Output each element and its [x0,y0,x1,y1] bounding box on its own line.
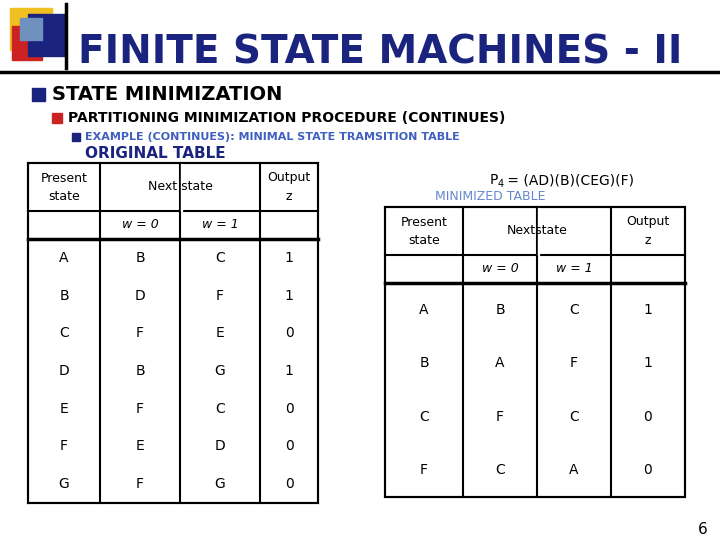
Text: C: C [215,251,225,265]
Text: D: D [135,288,145,302]
Text: 1: 1 [644,356,652,370]
Bar [28,163,318,503]
Text: 1: 1 [284,364,294,378]
Text: Output
z: Output z [626,215,670,246]
Text: Next state: Next state [148,180,212,193]
Text: 1: 1 [644,303,652,317]
Text: 0: 0 [644,463,652,477]
Text: B: B [419,356,429,370]
Text: G: G [215,477,225,491]
Text: F: F [60,440,68,454]
Text: 0: 0 [284,440,293,454]
Text: PARTITIONING MINIMIZATION PROCEDURE (CONTINUES): PARTITIONING MINIMIZATION PROCEDURE (CON… [68,111,505,125]
Text: = (AD)(B)(CEG)(F): = (AD)(B)(CEG)(F) [503,173,634,187]
Text: 1: 1 [284,288,294,302]
Text: F: F [136,402,144,416]
Text: B: B [59,288,69,302]
Text: F: F [136,477,144,491]
Text: B: B [135,251,145,265]
Text: G: G [215,364,225,378]
Bar [28,14,66,56]
Text: Output
z: Output z [267,172,310,202]
Bar [32,88,45,101]
Text: 4: 4 [498,179,504,189]
Text: 0: 0 [284,326,293,340]
Text: E: E [60,402,68,416]
Text: STATE MINIMIZATION: STATE MINIMIZATION [52,85,282,105]
Bar [72,133,80,141]
Bar [385,207,685,497]
Text: G: G [58,477,69,491]
Text: 6: 6 [698,523,708,537]
Text: 0: 0 [644,410,652,424]
Text: w = 1: w = 1 [556,262,593,275]
Text: MINIMIZED TABLE: MINIMIZED TABLE [435,190,545,202]
Text: Nextstate: Nextstate [507,225,567,238]
Text: EXAMPLE (CONTINUES): MINIMAL STATE TRAMSITION TABLE: EXAMPLE (CONTINUES): MINIMAL STATE TRAMS… [85,132,460,142]
Text: w = 0: w = 0 [122,219,158,232]
Text: C: C [495,463,505,477]
Text: E: E [215,326,225,340]
Text: A: A [570,463,579,477]
Text: w = 1: w = 1 [202,219,238,232]
Text: C: C [419,410,429,424]
Text: A: A [495,356,505,370]
Text: F: F [570,356,578,370]
Text: B: B [495,303,505,317]
Text: Present
state: Present state [40,172,87,202]
Text: D: D [58,364,69,378]
Bar [12,26,42,60]
Text: F: F [216,288,224,302]
Bar [52,113,62,123]
Text: F: F [136,326,144,340]
Text: C: C [59,326,69,340]
Text: D: D [215,440,225,454]
Text: A: A [59,251,68,265]
Text: C: C [215,402,225,416]
Text: C: C [569,410,579,424]
Text: 0: 0 [284,477,293,491]
Text: F: F [420,463,428,477]
Text: B: B [135,364,145,378]
Text: Present
state: Present state [400,215,447,246]
Text: F: F [496,410,504,424]
Bar [538,207,539,254]
Text: FINITE STATE MACHINES - II: FINITE STATE MACHINES - II [78,33,683,71]
Text: 0: 0 [284,402,293,416]
Text: w = 0: w = 0 [482,262,518,275]
Text: A: A [419,303,428,317]
Text: ORIGINAL TABLE: ORIGINAL TABLE [85,145,225,160]
Text: 1: 1 [284,251,294,265]
Bar [20,18,42,40]
Text: C: C [569,303,579,317]
Text: E: E [135,440,145,454]
Text: P: P [490,173,498,187]
Bar [10,8,52,50]
